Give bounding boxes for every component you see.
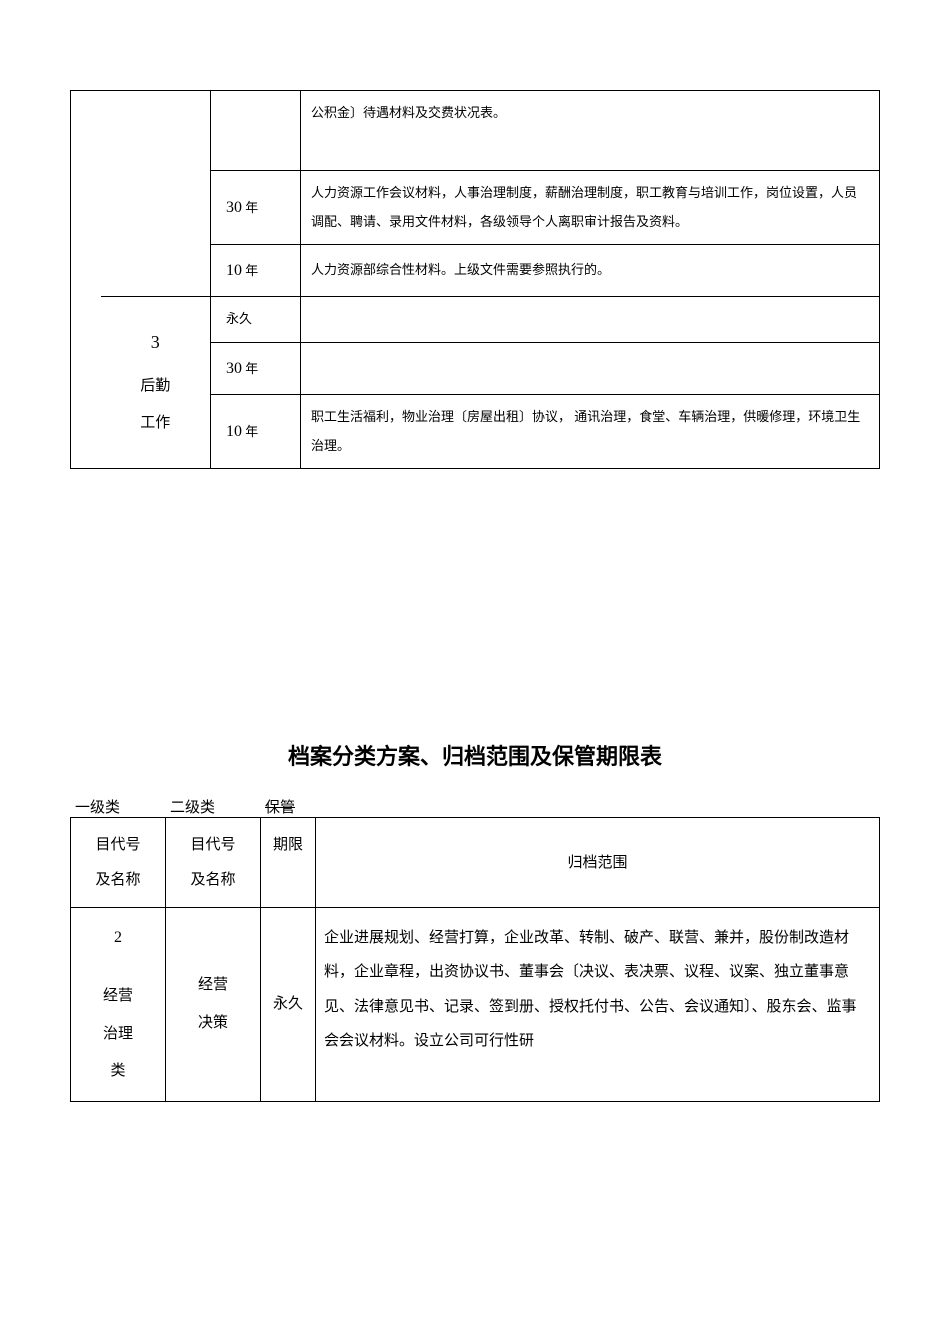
header-text: 期限 bbox=[273, 837, 303, 853]
category-cell: 2 bbox=[71, 908, 166, 969]
content-text: 公积金〕待遇材料及交费状况表。 bbox=[311, 105, 506, 120]
col-period: 永久 bbox=[211, 297, 301, 343]
period-number: 10 bbox=[226, 423, 242, 440]
period-number: 30 bbox=[226, 199, 242, 216]
header-text-line1: 目代号 bbox=[79, 828, 157, 863]
col-category: 3 后勤 工作 bbox=[101, 297, 211, 469]
category-line3: 类 bbox=[79, 1053, 157, 1091]
subcategory-cell: 经营 决策 bbox=[166, 908, 261, 1102]
col-category-empty bbox=[101, 91, 211, 297]
col-period: 30 年 bbox=[211, 342, 301, 394]
col-content bbox=[301, 342, 880, 394]
content-text: 人力资源工作会议材料，人事治理制度，薪酬治理制度，职工教育与培训工作，岗位设置，… bbox=[311, 185, 857, 229]
period-cell: 永久 bbox=[261, 908, 316, 1102]
col-blank bbox=[71, 91, 101, 469]
header-label-col1: 一级类 bbox=[70, 796, 165, 817]
col-period bbox=[211, 91, 301, 171]
category-name-line2: 工作 bbox=[111, 405, 201, 443]
header-label-col3: 保管 bbox=[260, 796, 315, 817]
table1-archive-classification: 公积金〕待遇材料及交费状况表。 30 年 人力资源工作会议材料，人事治理制度，薪… bbox=[70, 90, 880, 469]
period-unit: 年 bbox=[245, 200, 258, 215]
header-text: 归档范围 bbox=[567, 855, 627, 871]
col-content: 公积金〕待遇材料及交费状况表。 bbox=[301, 91, 880, 171]
table-header-row: 目代号 及名称 目代号 及名称 期限 归档范围 bbox=[71, 818, 880, 908]
content-cell: 企业进展规划、经营打算，企业改革、转制、破产、联营、兼并，股份制改造材料，企业章… bbox=[316, 908, 880, 1102]
category-number: 2 bbox=[79, 918, 157, 958]
category-name-line1: 后勤 bbox=[111, 368, 201, 406]
header-text-line1: 目代号 bbox=[174, 828, 252, 863]
table-row: 公积金〕待遇材料及交费状况表。 bbox=[71, 91, 880, 171]
col-content bbox=[301, 297, 880, 343]
header-cell: 目代号 及名称 bbox=[166, 818, 261, 908]
col-period: 10 年 bbox=[211, 245, 301, 297]
table2-archive-scope: 目代号 及名称 目代号 及名称 期限 归档范围 2 经营 决策 永久 bbox=[70, 817, 880, 1102]
header-cell: 目代号 及名称 bbox=[71, 818, 166, 908]
category-line2: 治理 bbox=[79, 1016, 157, 1054]
content-text: 企业进展规划、经营打算，企业改革、转制、破产、联营、兼并，股份制改造材料，企业章… bbox=[324, 930, 857, 1050]
section-heading: 档案分类方案、归档范围及保管期限表 bbox=[0, 739, 950, 771]
header-text-line2: 及名称 bbox=[174, 863, 252, 898]
period-unit: 年 bbox=[245, 424, 258, 439]
period-unit: 年 bbox=[245, 361, 258, 376]
col-content: 职工生活福利，物业治理〔房屋出租〕协议， 通讯治理，食堂、车辆治理，供暖修理，环… bbox=[301, 395, 880, 469]
content-text: 职工生活福利，物业治理〔房屋出租〕协议， 通讯治理，食堂、车辆治理，供暖修理，环… bbox=[311, 409, 860, 453]
category-line1: 经营 bbox=[79, 978, 157, 1016]
category-number: 3 bbox=[111, 323, 201, 363]
col-content: 人力资源部综合性材料。上级文件需要参照执行的。 bbox=[301, 245, 880, 297]
header-cell: 期限 bbox=[261, 818, 316, 908]
page-container: 公积金〕待遇材料及交费状况表。 30 年 人力资源工作会议材料，人事治理制度，薪… bbox=[0, 90, 950, 1102]
category-cell: 经营 治理 类 bbox=[71, 968, 166, 1101]
header-label-col2: 二级类 bbox=[165, 796, 260, 817]
header-cell: 归档范围 bbox=[316, 818, 880, 908]
period-text: 永久 bbox=[273, 996, 303, 1012]
period-number: 30 bbox=[226, 360, 242, 377]
subcategory-line1: 经营 bbox=[174, 967, 252, 1005]
col-period: 10 年 bbox=[211, 395, 301, 469]
table2-header-labels: 一级类 二级类 保管 bbox=[70, 796, 880, 817]
col-content: 人力资源工作会议材料，人事治理制度，薪酬治理制度，职工教育与培训工作，岗位设置，… bbox=[301, 171, 880, 245]
table-row: 3 后勤 工作 永久 bbox=[71, 297, 880, 343]
content-text: 人力资源部综合性材料。上级文件需要参照执行的。 bbox=[311, 262, 610, 277]
period-unit: 年 bbox=[245, 263, 258, 278]
table-row: 2 经营 决策 永久 企业进展规划、经营打算，企业改革、转制、破产、联营、兼并，… bbox=[71, 908, 880, 969]
col-period: 30 年 bbox=[211, 171, 301, 245]
period-text: 永久 bbox=[226, 311, 252, 326]
subcategory-line2: 决策 bbox=[174, 1005, 252, 1043]
period-number: 10 bbox=[226, 262, 242, 279]
header-text-line2: 及名称 bbox=[79, 863, 157, 898]
